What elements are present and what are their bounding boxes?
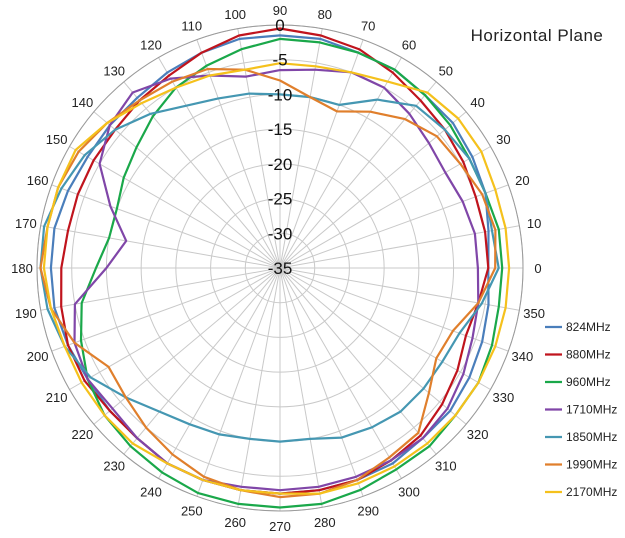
angle-tick-label: 120	[140, 38, 162, 53]
angle-tick-label: 50	[439, 63, 453, 78]
angle-tick-label: 270	[269, 519, 291, 534]
grid-spoke	[196, 267, 281, 497]
angle-tick-label: 130	[103, 63, 125, 78]
chart-title: Horizontal Plane	[471, 26, 604, 45]
radial-tick-label: -20	[268, 155, 293, 174]
grid-spoke	[123, 267, 281, 455]
angle-tick-label: 350	[523, 306, 545, 321]
grid-spoke	[40, 225, 281, 269]
grid-spoke	[93, 267, 281, 425]
grid-spoke	[196, 39, 281, 269]
grid-spoke	[93, 111, 281, 269]
grid-spoke	[123, 81, 281, 269]
angle-tick-label: 160	[27, 173, 49, 188]
series-line-960mhz	[79, 37, 504, 509]
angle-tick-label: 340	[512, 349, 534, 364]
grid-spoke	[279, 267, 509, 352]
radial-tick-label: -15	[268, 120, 293, 139]
angle-tick-label: 290	[357, 503, 379, 518]
legend-label: 1710MHz	[566, 403, 617, 417]
grid-spoke	[279, 225, 520, 269]
angle-tick-label: 220	[72, 427, 94, 442]
grid-spoke	[279, 267, 491, 390]
grid-spoke	[69, 146, 281, 269]
grid-spoke	[279, 39, 364, 269]
angle-tick-label: 300	[398, 484, 420, 499]
radial-tick-labels: 0 -5 -10 -15 -20 -25 -30 -35	[268, 16, 293, 278]
radial-tick-label: -35	[268, 259, 293, 278]
series-line-1710mhz	[73, 68, 480, 492]
angle-tick-label: 210	[46, 390, 68, 405]
angle-tick-label: 40	[470, 95, 484, 110]
legend: 824MHz 880MHz 960MHz 1710MHz 1850MHz 1990MHz 2…	[545, 320, 617, 499]
legend-label: 1990MHz	[566, 458, 617, 472]
grid-spoke	[237, 267, 281, 508]
grid-spoke	[279, 57, 402, 269]
angle-tick-label: 70	[361, 19, 375, 34]
series-lines	[39, 27, 511, 509]
angle-tick-label: 190	[15, 306, 37, 321]
grid-spoke	[40, 267, 281, 311]
grid-spoke	[279, 81, 437, 269]
polar-grid	[36, 24, 524, 512]
grid-spoke	[279, 184, 509, 269]
angle-tick-label: 260	[224, 515, 246, 530]
angle-tick-label: 240	[140, 484, 162, 499]
grid-spoke	[279, 28, 323, 269]
angle-tick-label: 320	[467, 427, 489, 442]
angle-tick-label: 80	[318, 7, 332, 22]
angle-tick-label: 90	[273, 3, 287, 18]
angle-tick-label: 100	[224, 7, 246, 22]
angle-tick-label: 20	[515, 173, 529, 188]
grid-spoke	[158, 267, 281, 479]
angle-tick-label: 200	[27, 349, 49, 364]
grid-spoke	[279, 267, 467, 425]
angle-tick-label: 110	[181, 19, 202, 34]
grid-spoke	[51, 184, 281, 269]
angle-tick-label: 250	[181, 503, 203, 518]
legend-label: 960MHz	[566, 375, 611, 389]
grid-spoke	[237, 28, 281, 269]
grid-spoke	[158, 57, 281, 269]
grid-spoke	[279, 267, 437, 455]
legend-label: 2170MHz	[566, 485, 617, 499]
radial-tick-label: -30	[268, 224, 293, 243]
grid-spoke	[279, 146, 491, 269]
grid-spoke	[51, 267, 281, 352]
series-line-1990mhz	[39, 67, 497, 499]
angle-tick-label: 60	[402, 38, 416, 53]
grid-spoke	[279, 267, 402, 479]
grid-spoke	[69, 267, 281, 390]
legend-label: 824MHz	[566, 320, 611, 334]
angle-tick-label: 330	[493, 390, 515, 405]
angle-tick-label: 230	[103, 459, 125, 474]
outer-ring	[36, 24, 524, 512]
radial-tick-label: -10	[268, 85, 293, 104]
angle-tick-label: 0	[534, 261, 541, 276]
legend-label: 880MHz	[566, 348, 611, 362]
angle-tick-label: 170	[15, 216, 37, 231]
radial-tick-label: 0	[275, 16, 284, 35]
series-line-2170mhz	[42, 62, 511, 495]
angle-tick-label: 280	[314, 515, 336, 530]
angle-tick-label: 10	[527, 216, 541, 231]
angle-tick-label: 30	[496, 132, 510, 147]
angle-tick-label: 310	[435, 459, 457, 474]
angle-tick-label: 150	[46, 132, 68, 147]
grid-spoke	[279, 111, 467, 269]
angle-tick-labels: 0 10 20 30 40 50 60 70 80 90 100 110 120 130 140 150 160…	[11, 3, 545, 534]
radial-tick-label: -5	[272, 51, 287, 70]
radial-tick-label: -25	[268, 190, 293, 209]
grid-spoke	[279, 267, 323, 508]
angle-tick-label: 140	[72, 95, 94, 110]
legend-label: 1850MHz	[566, 430, 617, 444]
angle-tick-label: 180	[11, 261, 33, 276]
grid-spoke	[279, 267, 364, 497]
